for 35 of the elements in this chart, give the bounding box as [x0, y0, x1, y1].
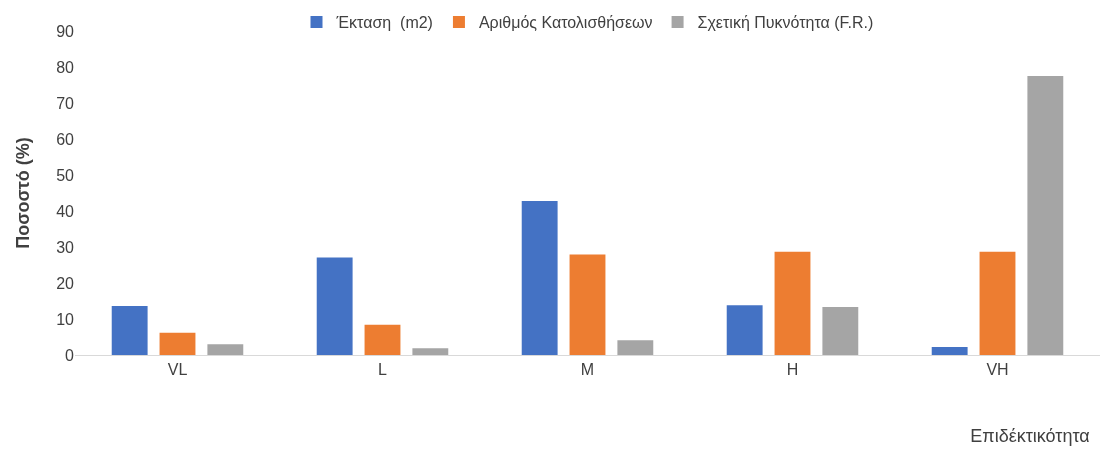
- y-tick-label: 10: [56, 310, 75, 328]
- bar: [1027, 76, 1064, 355]
- y-tick-label: 90: [56, 22, 75, 40]
- bar: [364, 324, 401, 355]
- x-tick-label: VH: [986, 361, 1009, 379]
- legend-label: Αριθμός Κατολισθήσεων: [478, 14, 653, 32]
- bar: [159, 332, 196, 355]
- y-tick-label: 0: [65, 346, 75, 364]
- x-tick-label: M: [580, 361, 595, 379]
- bar: [521, 200, 558, 355]
- y-tick-label: 70: [56, 94, 75, 112]
- bar: [617, 340, 654, 355]
- x-tick-label: L: [378, 361, 388, 379]
- x-tick-label: VL: [167, 361, 188, 379]
- y-axis-title: Ποσοστό (%): [13, 137, 33, 249]
- y-tick-label: 20: [56, 274, 75, 292]
- bar: [412, 348, 449, 355]
- legend-label: Έκταση (m2): [335, 14, 433, 32]
- y-tick-label: 50: [56, 166, 75, 184]
- y-tick-label: 60: [56, 130, 75, 148]
- bar: [774, 251, 811, 355]
- bar: [111, 306, 148, 355]
- bar: [316, 257, 353, 355]
- x-tick-label: H: [786, 361, 799, 379]
- y-tick-label: 40: [56, 202, 75, 220]
- bar: [822, 307, 859, 355]
- bar: [569, 254, 606, 355]
- bar: [207, 344, 244, 355]
- bar: [979, 251, 1016, 355]
- bar: [726, 305, 763, 355]
- x-axis-title: Επιδέκτικότητα: [970, 426, 1090, 446]
- y-tick-label: 80: [56, 58, 75, 76]
- legend-label: Σχετική Πυκνότητα (F.R.): [697, 14, 874, 32]
- y-tick-label: 30: [56, 238, 75, 256]
- bar: [931, 347, 968, 355]
